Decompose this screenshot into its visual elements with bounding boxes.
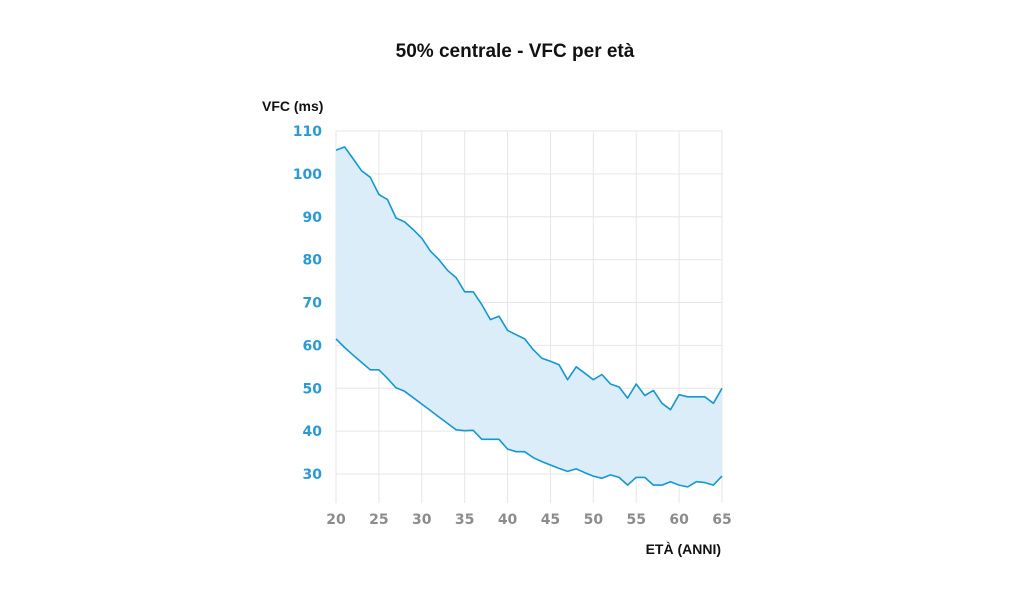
x-tick-label: 40 bbox=[498, 512, 518, 528]
series-line-lower bbox=[335, 338, 723, 488]
x-tick-label: 30 bbox=[412, 512, 432, 528]
chart-title: 50% centrale - VFC per età bbox=[396, 41, 635, 62]
x-tick-label: 65 bbox=[712, 512, 731, 528]
y-tick-label: 30 bbox=[303, 467, 323, 483]
y-axis-ticks: 30 40 50 60 70 80 90 100 110 bbox=[293, 124, 322, 483]
series-line-upper bbox=[335, 146, 723, 411]
x-axis-ticks: 20 25 30 35 40 45 50 55 60 65 bbox=[326, 512, 731, 528]
y-tick-label: 90 bbox=[303, 210, 323, 226]
x-tick-label: 35 bbox=[455, 512, 474, 528]
y-tick-label: 80 bbox=[303, 253, 323, 269]
x-tick-label: 20 bbox=[326, 512, 346, 528]
x-tick-label: 25 bbox=[369, 512, 388, 528]
y-axis-title: VFC (ms) bbox=[262, 98, 323, 114]
y-tick-label: 40 bbox=[303, 424, 323, 440]
y-tick-label: 100 bbox=[293, 167, 322, 183]
x-tick-label: 55 bbox=[626, 512, 645, 528]
y-tick-label: 110 bbox=[293, 124, 322, 140]
band-fill bbox=[336, 146, 722, 487]
plot-area bbox=[335, 146, 723, 488]
y-tick-label: 50 bbox=[303, 381, 323, 397]
x-tick-label: 60 bbox=[669, 512, 689, 528]
x-axis-title: ETÀ (ANNI) bbox=[646, 541, 721, 557]
y-tick-label: 60 bbox=[303, 338, 323, 354]
x-tick-label: 50 bbox=[584, 512, 604, 528]
x-tick-label: 45 bbox=[541, 512, 560, 528]
y-tick-label: 70 bbox=[303, 296, 323, 312]
